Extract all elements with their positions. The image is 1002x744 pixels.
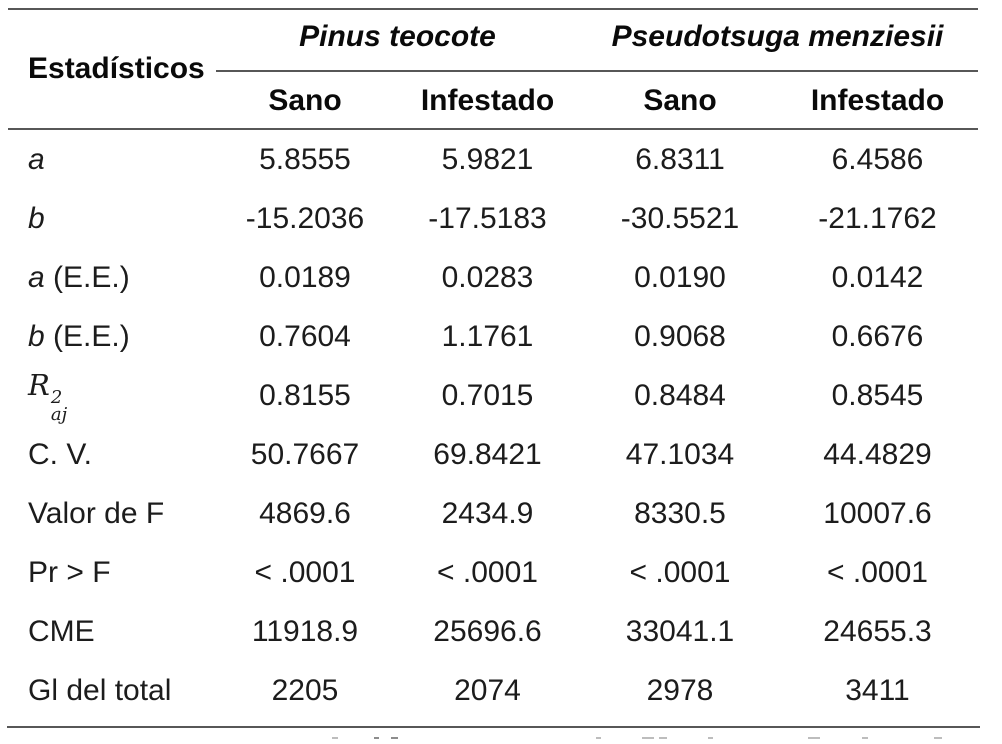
bottom-rule [7,726,980,728]
row-label: Valor de F [28,496,165,530]
table-row-f-value: Valor de F 4869.6 2434.9 8330.5 10007.6 [0,484,1002,543]
table-cell: 1.1761 [441,319,534,353]
table-cell: -30.5521 [620,201,740,235]
table-row-cme: CME 11918.9 25696.6 33041.1 24655.3 [0,602,1002,661]
subscript-aj: aj [50,403,68,425]
table-cell: 0.7015 [441,378,534,412]
table-cell: 8330.5 [634,496,726,530]
table-cell: 0.8484 [634,378,726,412]
table-cell: 5.9821 [441,142,534,176]
cropped-caption-remnant [391,737,398,739]
table-row-b: b -15.2036 -17.5183 -30.5521 -21.1762 [0,189,1002,248]
table-body: a 5.8555 5.9821 6.8311 6.4586 b -15.2036… [0,130,1002,720]
table-cell: 2434.9 [441,496,534,530]
table-cell: 6.4586 [831,142,924,176]
row-label: a (E.E.) [0,261,215,295]
table-cell: 0.0142 [831,260,924,294]
table-cell: 10007.6 [823,496,932,530]
table-cell: 0.7604 [259,319,351,353]
table-cell: 0.8545 [831,378,924,412]
row-label: C. V. [28,437,92,471]
table-row-pr-f: Pr > F < .0001 < .0001 < .0001 < .0001 [0,543,1002,602]
table-cell: 44.4829 [823,437,932,471]
table-cell: 24655.3 [823,614,932,648]
table-cell: 69.8421 [433,437,542,471]
table-cell: 0.0283 [441,260,534,294]
row-label: R 2 aj [0,368,215,423]
r-squared-scripts: 2 aj [50,386,68,425]
table-cell: < .0001 [437,555,538,589]
species-group-header-pinus-teocote: Pinus teocote [299,20,496,53]
table-cell: 2074 [454,673,521,707]
r-symbol: R [28,368,50,403]
table-cell: 3411 [845,673,910,707]
cropped-caption-remnant [862,737,868,739]
table-cell: 4869.6 [259,496,351,530]
table-cell: 50.7667 [250,437,360,471]
table-cell: 0.8155 [259,378,351,412]
species-group-underline [216,70,978,72]
row-label-italic-part: a [28,260,45,294]
table-cell: 5.8555 [259,142,351,176]
table-row-gl-total: Gl del total 2205 2074 2978 3411 [0,661,1002,720]
column-header-infestado-pinus: Infestado [420,84,555,117]
table-cell: -17.5183 [428,201,547,235]
table-cell: -15.2036 [245,201,365,235]
table-cell: -21.1762 [818,201,937,235]
header-body-divider-rule [8,128,978,130]
r-squared-adjusted-symbol: R 2 aj [28,368,67,423]
row-label-rest: (E.E.) [44,319,130,353]
top-rule [8,8,978,10]
row-label: b (E.E.) [0,320,215,354]
cropped-caption-remnant [332,737,338,739]
cropped-caption-remnant [374,737,379,739]
table-cell: 6.8311 [635,142,725,176]
table-cell: 47.1034 [625,437,735,471]
table-cell: < .0001 [254,555,356,589]
row-label: b [0,202,215,236]
cropped-caption-remnant [808,737,820,739]
table-row-b-ee: b (E.E.) 0.7604 1.1761 0.9068 0.6676 [0,307,1002,366]
row-label-text: b [28,201,45,235]
cropped-caption-remnant [708,737,713,739]
table-cell: < .0001 [827,555,928,589]
row-label-rest: (E.E.) [44,260,130,294]
row-label: Gl del total [28,673,172,707]
row-label: CME [28,614,95,648]
table-cell: 25696.6 [433,614,542,648]
cropped-caption-remnant [642,737,654,739]
row-label-text: a [28,142,45,176]
row-label: Pr > F [28,555,111,589]
cropped-caption-remnant [934,737,942,739]
table-row-r2-adjusted: R 2 aj 0.8155 0.7015 0.8484 0.8545 [0,366,1002,425]
table-cell: 0.0189 [259,260,351,294]
row-label: a [0,143,215,177]
species-group-header-pseudotsuga-menziesii: Pseudotsuga menziesii [611,20,944,53]
table-cell: 11918.9 [251,614,359,648]
table-cell: 33041.1 [625,614,735,648]
cropped-caption-remnant [659,737,667,739]
table-cell: < .0001 [629,555,731,589]
column-header-sano-pinus: Sano [268,84,342,117]
table-row-cv: C. V. 50.7667 69.8421 47.1034 44.4829 [0,425,1002,484]
superscript-2: 2 [50,386,63,408]
table-row-a: a 5.8555 5.9821 6.8311 6.4586 [0,130,1002,189]
column-header-sano-pseudotsuga: Sano [643,84,717,117]
table-cell: 0.6676 [831,319,924,353]
table-cell: 2205 [271,673,339,707]
row-label-italic-part: b [28,319,45,353]
table-row-a-ee: a (E.E.) 0.0189 0.0283 0.0190 0.0142 [0,248,1002,307]
column-header-infestado-pseudotsuga: Infestado [810,84,945,117]
statistics-column-header: Estadísticos [28,52,205,85]
table-cell: 0.9068 [634,319,726,353]
table-cell: 2978 [646,673,714,707]
table-cell: 0.0190 [634,260,726,294]
cropped-caption-remnant [596,737,601,739]
